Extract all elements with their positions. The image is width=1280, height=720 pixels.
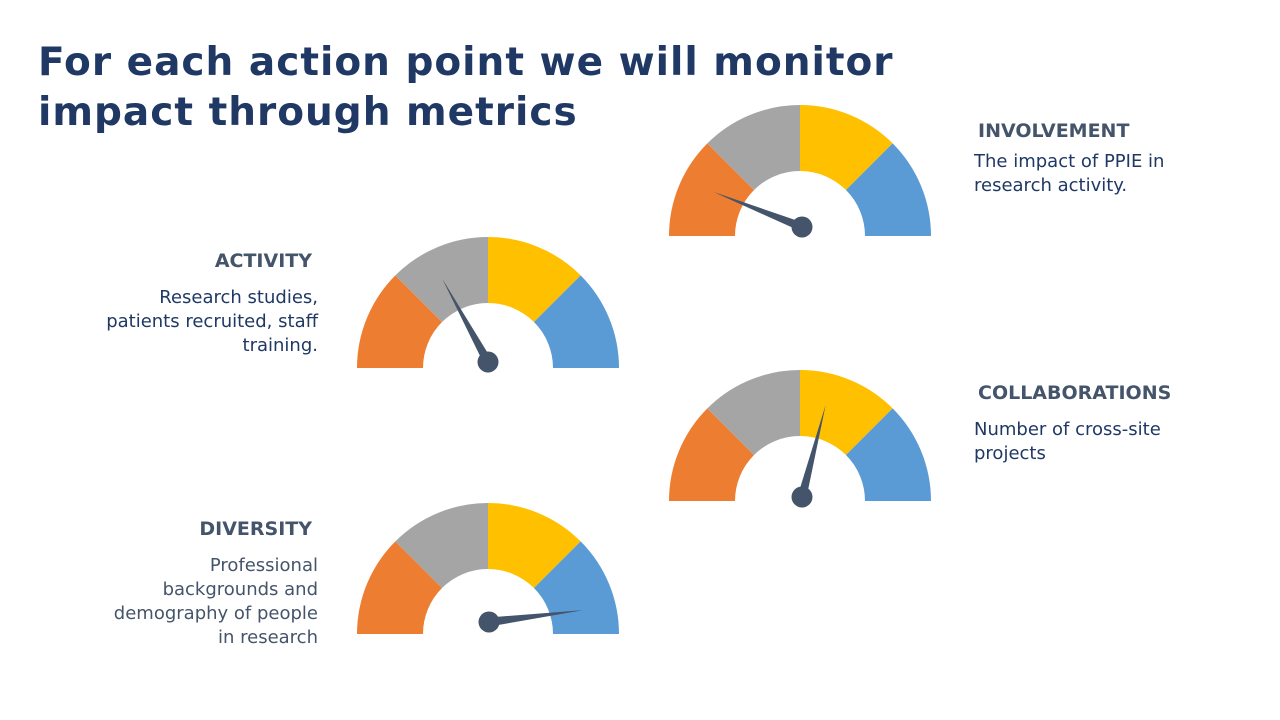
gauge-segment-yellow bbox=[800, 105, 893, 191]
gauge-segment-orange bbox=[669, 143, 755, 236]
gauge-segment-orange bbox=[669, 408, 755, 501]
gauge-segment-gray bbox=[707, 105, 800, 191]
involvement-description: The impact of PPIE in research activity. bbox=[974, 151, 1165, 196]
gauge-diversity bbox=[357, 503, 619, 634]
gauge-segment-gray bbox=[395, 503, 488, 589]
gauge-activity bbox=[357, 237, 619, 373]
gauge-segment-blue bbox=[845, 408, 931, 501]
diversity-description: Professional backgrounds and demography … bbox=[113, 555, 318, 648]
gauge-segment-yellow bbox=[800, 370, 893, 456]
gauge-needle bbox=[797, 404, 826, 499]
gauge-needle-hub bbox=[478, 611, 500, 633]
diversity-heading: DIVERSITY bbox=[199, 518, 312, 540]
activity-heading: ACTIVITY bbox=[214, 250, 312, 272]
gauge-segment-yellow bbox=[488, 237, 581, 323]
gauge-needle bbox=[442, 278, 492, 365]
gauge-segment-yellow bbox=[488, 503, 581, 589]
collaborations-description: Number of cross-site projects bbox=[974, 419, 1161, 464]
involvement-heading: INVOLVEMENT bbox=[978, 120, 1130, 142]
gauge-segment-orange bbox=[357, 541, 443, 634]
gauge-segment-orange bbox=[357, 275, 443, 368]
slide-title: For each action point we will monitor im… bbox=[38, 40, 894, 135]
gauge-needle-hub bbox=[791, 216, 813, 238]
gauge-segment-blue bbox=[845, 143, 931, 236]
gauge-segment-gray bbox=[707, 370, 800, 456]
collaborations-heading: COLLABORATIONS bbox=[978, 382, 1172, 404]
gauge-segment-gray bbox=[395, 237, 488, 323]
activity-description: Research studies, patients recruited, st… bbox=[106, 287, 318, 356]
gauge-needle-hub bbox=[477, 351, 499, 373]
gauge-needle bbox=[713, 192, 804, 232]
gauge-needle-hub bbox=[791, 486, 813, 508]
gauge-needle bbox=[488, 610, 584, 627]
gauge-segment-blue bbox=[533, 541, 619, 634]
gauge-collaborations bbox=[669, 370, 931, 508]
gauge-segment-blue bbox=[533, 275, 619, 368]
gauge-involvement bbox=[669, 105, 931, 238]
